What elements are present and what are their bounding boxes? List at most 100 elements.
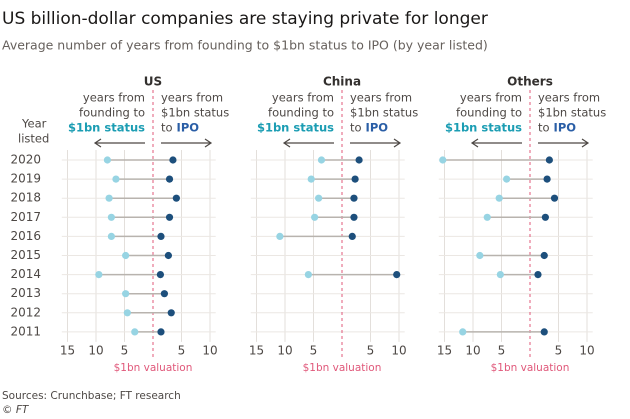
chart-subtitle: Average number of years from founding to…: [2, 38, 488, 53]
x-tick-label: 10: [202, 344, 217, 358]
dot: [540, 251, 548, 260]
chart-title: US billion-dollar companies are staying …: [2, 9, 488, 29]
legend-key: IPO: [554, 121, 577, 135]
x-tick-label: 5: [121, 344, 129, 358]
dot: [123, 309, 131, 317]
dot: [131, 328, 139, 336]
legend-text: $1bn status: [538, 106, 606, 120]
legend-text: years from: [83, 91, 145, 105]
y-tick-label: 2014: [10, 267, 41, 281]
x-tick-label: 5: [498, 344, 506, 358]
source: Sources: Crunchbase; FT research: [2, 390, 181, 402]
x-tick-label: 5: [555, 344, 563, 358]
legend-text: years from: [538, 91, 600, 105]
panel-title: China: [323, 75, 361, 89]
dot: [459, 328, 467, 336]
dot: [122, 290, 130, 298]
panel-title: US: [144, 75, 162, 89]
dot: [503, 175, 511, 183]
dot: [550, 194, 559, 202]
legend-text: years from: [350, 91, 412, 105]
dot: [543, 175, 551, 183]
y-axis-label: listed: [18, 132, 49, 146]
legend-text: $1bn status: [350, 106, 418, 120]
x-tick-label: 10: [277, 344, 292, 358]
dot: [122, 251, 130, 260]
dot: [348, 232, 356, 240]
dot: [103, 156, 111, 164]
arrow: [282, 138, 334, 148]
x-tick-label: 10: [465, 344, 480, 358]
legend-text: to: [538, 121, 550, 135]
dot: [276, 232, 284, 240]
dot: [172, 194, 180, 202]
legend-text: years from: [161, 91, 223, 105]
reference-label: $1bn valuation: [114, 362, 193, 374]
legend-text: to: [350, 121, 362, 135]
y-tick-label: 2015: [10, 248, 41, 262]
x-tick-label: 5: [310, 344, 318, 358]
dot: [307, 175, 315, 183]
dot: [165, 175, 174, 183]
dot: [157, 328, 165, 336]
dot: [495, 194, 503, 202]
y-tick-label: 2019: [10, 172, 41, 186]
dot: [350, 213, 358, 221]
x-tick-label: 15: [249, 344, 264, 358]
reference-label: $1bn valuation: [303, 362, 382, 374]
y-tick-label: 2018: [10, 191, 41, 205]
arrow: [470, 138, 522, 148]
dot: [165, 213, 174, 221]
dot: [304, 271, 312, 279]
dot: [317, 156, 326, 164]
legend-key: $1bn status: [68, 121, 145, 135]
y-tick-label: 2016: [10, 229, 41, 243]
dot: [315, 194, 323, 202]
dot: [534, 271, 542, 279]
x-tick-label: 10: [579, 344, 594, 358]
arrow: [93, 138, 145, 148]
y-tick-label: 2020: [10, 153, 41, 167]
dot: [112, 175, 120, 183]
dot: [476, 251, 484, 260]
dot: [164, 251, 172, 260]
panel-title: Others: [507, 75, 553, 89]
legend-text: founding to: [79, 106, 145, 120]
dot: [311, 213, 319, 221]
credit: © FT: [2, 404, 30, 416]
arrow: [161, 138, 213, 148]
x-tick-label: 10: [88, 344, 103, 358]
dot: [95, 271, 103, 279]
legend-text: to: [161, 121, 173, 135]
legend-key: IPO: [366, 121, 389, 135]
y-tick-label: 2017: [10, 210, 41, 224]
dot: [540, 328, 548, 336]
dot: [355, 156, 363, 164]
dot: [393, 271, 401, 279]
y-tick-label: 2011: [10, 324, 41, 338]
dot: [160, 290, 168, 298]
dot: [545, 156, 553, 164]
legend-key: $1bn status: [445, 121, 522, 135]
legend-text: founding to: [456, 106, 522, 120]
y-axis-label: Year: [21, 117, 47, 131]
reference-label: $1bn valuation: [491, 362, 570, 374]
x-tick-label: 15: [437, 344, 452, 358]
arrow: [538, 138, 590, 148]
dot: [107, 232, 115, 240]
dot: [105, 194, 113, 202]
legend-text: years from: [460, 91, 522, 105]
legend-text: founding to: [268, 106, 334, 120]
x-tick-label: 15: [60, 344, 75, 358]
y-tick-label: 2012: [10, 305, 41, 319]
legend-key: IPO: [177, 121, 200, 135]
dot: [350, 194, 358, 202]
x-tick-label: 10: [391, 344, 406, 358]
legend-key: $1bn status: [257, 121, 334, 135]
dot: [167, 309, 175, 317]
arrow: [350, 138, 402, 148]
dot: [156, 271, 165, 279]
legend-text: years from: [272, 91, 334, 105]
y-tick-label: 2013: [10, 286, 41, 300]
